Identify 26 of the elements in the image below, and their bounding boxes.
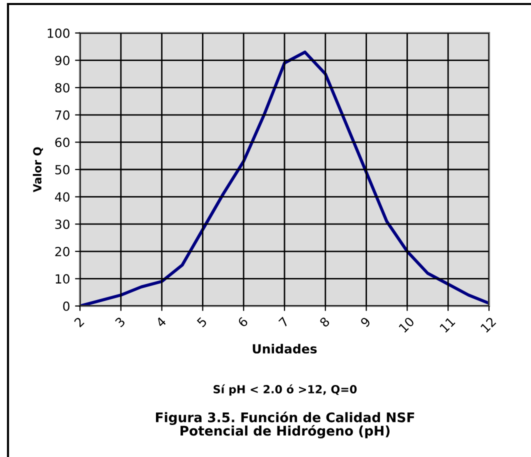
- x-tick-label: 7: [278, 316, 289, 328]
- x-axis-title: Unidades: [252, 344, 317, 354]
- y-tick-label: 70: [55, 110, 70, 120]
- x-tick-label: 4: [155, 316, 167, 328]
- x-tick-label: 2: [74, 316, 84, 328]
- y-tick-label: 100: [48, 28, 70, 38]
- y-tick-label: 60: [55, 138, 70, 148]
- y-tick-label: 20: [55, 246, 70, 256]
- y-axis-title: Valor Q: [32, 147, 43, 192]
- x-tick-label: 9: [360, 316, 372, 328]
- y-tick-label: 30: [55, 220, 70, 230]
- x-tick-label: 5: [196, 316, 208, 328]
- x-tick-label: 3: [114, 316, 126, 328]
- text: Figura 3.5. Función de Calidad NSF Potencial de Hidrógeno (pH): [156, 412, 414, 438]
- y-tick-label: 0: [63, 301, 70, 311]
- x-tick-label: 11: [439, 316, 456, 333]
- x-tick-label: 10: [398, 316, 415, 333]
- y-tick-label: 90: [55, 56, 70, 66]
- x-tick-label: 12: [480, 316, 496, 333]
- y-tick-label: 50: [55, 164, 70, 174]
- y-tick-label: 10: [56, 274, 70, 284]
- text: Sí pH < 2.0 ó >12, Q=0: [214, 384, 357, 396]
- x-tick-label: 6: [237, 316, 248, 328]
- y-tick-label: 80: [55, 83, 70, 93]
- x-tick-label: 8: [319, 316, 330, 328]
- y-tick-label: 40: [54, 192, 70, 202]
